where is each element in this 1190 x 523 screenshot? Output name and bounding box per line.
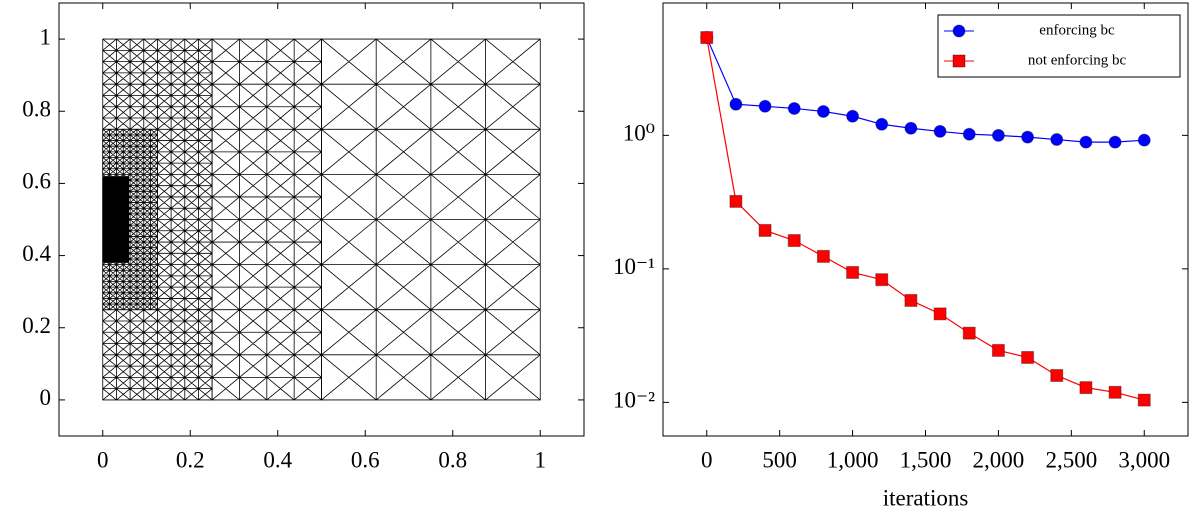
marker — [758, 99, 772, 113]
legend-marker — [952, 24, 966, 38]
marker — [1137, 393, 1151, 407]
mesh-lines — [321, 38, 541, 401]
x-tick-label: 0.2 — [176, 447, 205, 472]
marker — [816, 249, 830, 263]
x-tick-label: 1,000 — [827, 447, 879, 472]
marker — [1079, 381, 1093, 395]
mesh — [102, 38, 541, 401]
marker — [875, 273, 889, 287]
x-tick-label: 3,000 — [1118, 447, 1170, 472]
series-line — [706, 37, 1145, 143]
marker — [1108, 135, 1122, 149]
legend-marker — [952, 54, 966, 68]
marker — [904, 121, 918, 135]
x-axis-label: iterations — [883, 485, 969, 510]
x-tick-label: 1,500 — [900, 447, 952, 472]
marker — [787, 234, 801, 248]
x-tick-label: 0.4 — [263, 447, 292, 472]
marker — [787, 101, 801, 115]
y-tick-label: 0.4 — [22, 241, 51, 266]
marker — [729, 97, 743, 111]
y-tick-label: 0.8 — [22, 97, 51, 122]
x-tick-label: 2,500 — [1045, 447, 1097, 472]
legend-label: not enforcing bc — [1028, 52, 1127, 68]
axes-frame — [662, 2, 1189, 437]
marker — [700, 31, 714, 45]
y-tick-label: 10⁻¹ — [613, 254, 655, 279]
mesh-lines — [211, 38, 322, 401]
x-tick-label: 500 — [762, 447, 797, 472]
x-tick-label: 1 — [535, 447, 547, 472]
marker — [991, 343, 1005, 357]
marker — [962, 127, 976, 141]
marker — [1137, 133, 1151, 147]
x-tick-label: 0.6 — [351, 447, 380, 472]
marker — [933, 124, 947, 138]
y-tick-label: 10⁰ — [623, 121, 655, 146]
marker — [846, 265, 860, 279]
mesh-dense — [102, 176, 129, 263]
marker — [1021, 350, 1035, 364]
y-tick-label: 0 — [40, 385, 52, 410]
marker — [904, 293, 918, 307]
marker — [933, 307, 947, 321]
y-tick-label: 0.2 — [22, 313, 51, 338]
marker — [758, 223, 772, 237]
marker — [1021, 130, 1035, 144]
marker — [991, 128, 1005, 142]
x-tick-label: 0 — [97, 447, 109, 472]
legend-label: enforcing bc — [1039, 22, 1115, 38]
marker — [846, 109, 860, 123]
y-tick-label: 10⁻² — [613, 388, 655, 413]
marker — [1079, 135, 1093, 149]
y-tick-label: 0.6 — [22, 169, 51, 194]
marker — [1108, 385, 1122, 399]
x-tick-label: 0 — [701, 447, 713, 472]
x-tick-label: 0.8 — [438, 447, 467, 472]
marker — [1050, 368, 1064, 382]
marker — [875, 117, 889, 131]
marker — [729, 194, 743, 208]
series-line — [706, 37, 1145, 401]
axes-frame — [58, 2, 585, 437]
y-tick-label: 1 — [40, 24, 52, 49]
marker — [816, 104, 830, 118]
marker — [962, 326, 976, 340]
legend-box — [937, 14, 1181, 78]
marker — [1050, 133, 1064, 147]
x-tick-label: 2,000 — [973, 447, 1025, 472]
